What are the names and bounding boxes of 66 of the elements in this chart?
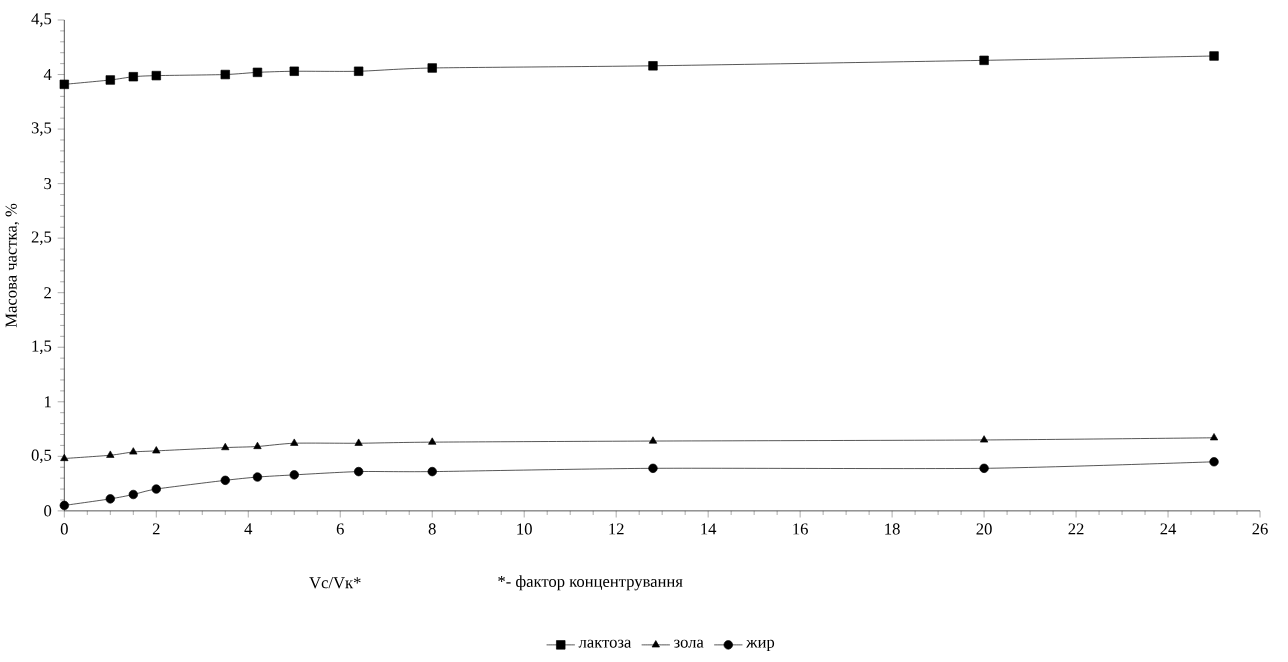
y-tick-label: 3,5 [31, 122, 52, 136]
point [979, 463, 989, 474]
legend-label: лактоза [578, 639, 632, 648]
point [252, 67, 263, 78]
point [289, 470, 299, 480]
point [648, 61, 658, 71]
y-tick-label: 4,5 [31, 13, 52, 27]
text: *- фактор концентрування [498, 575, 683, 591]
point [980, 435, 989, 443]
y-tick-label: 1,5 [32, 340, 52, 355]
point [353, 66, 364, 76]
x-tick-label: 26 [1252, 523, 1268, 535]
point [220, 69, 230, 80]
point [253, 441, 262, 450]
x-tick-label: 4 [244, 523, 253, 535]
point [221, 443, 230, 451]
point [151, 71, 161, 81]
x-tick-label: 6 [336, 523, 344, 535]
x-tick-label: 2 [152, 523, 160, 535]
point [427, 467, 437, 477]
point [105, 494, 115, 504]
x-tick-label: 12 [609, 523, 624, 535]
point [979, 55, 989, 66]
x-tick-label: 24 [1160, 523, 1177, 535]
point [354, 438, 363, 446]
point [105, 75, 115, 85]
y-tick-label: 2,5 [31, 231, 52, 246]
point [353, 467, 364, 477]
point [106, 450, 115, 458]
x-tick-label: 20 [976, 523, 992, 535]
point [152, 446, 161, 454]
point [151, 484, 161, 494]
point [289, 66, 299, 76]
y-tick-label: 0,5 [31, 449, 52, 464]
legend-label: зола [674, 639, 704, 648]
x-tick-label: 18 [885, 523, 900, 535]
x-tick-label: 10 [517, 523, 532, 535]
x-tick-label: 0 [60, 523, 68, 535]
y-tick-label: 4 [43, 69, 52, 81]
point [59, 500, 69, 511]
x-tick-label: 16 [793, 523, 808, 535]
point [128, 72, 138, 82]
legend-label: жир [746, 639, 775, 652]
y-tick-label: 2 [44, 287, 51, 299]
point [60, 453, 69, 462]
x-tick-label: 14 [701, 523, 717, 535]
y-tick-label: 1 [44, 396, 51, 408]
point [648, 463, 658, 474]
point [59, 79, 69, 90]
point [129, 447, 138, 455]
point [128, 489, 138, 500]
x-tick-label: 8 [428, 523, 436, 535]
point [1209, 457, 1219, 467]
y-tick-label: 0 [44, 505, 52, 517]
point [1209, 51, 1219, 61]
y-tick-label: 3 [44, 178, 52, 190]
point [290, 438, 299, 446]
point [252, 472, 263, 482]
point [220, 475, 230, 486]
y-axis-title: Масова частка, % [5, 203, 20, 328]
x-axis-title: Vc/Vк* [309, 577, 361, 589]
x-tick-label: 22 [1068, 523, 1084, 535]
point [427, 63, 437, 73]
point [428, 437, 437, 445]
point [1209, 433, 1219, 441]
point [648, 436, 658, 444]
